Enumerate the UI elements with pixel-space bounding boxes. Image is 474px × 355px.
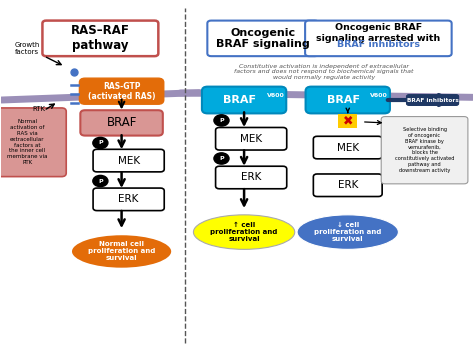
Text: P: P (219, 156, 224, 161)
Text: ERK: ERK (337, 180, 358, 190)
Text: ↓ cell
proliferation and
survival: ↓ cell proliferation and survival (314, 222, 382, 242)
FancyBboxPatch shape (216, 127, 287, 150)
Text: P: P (98, 179, 103, 184)
Text: BRAF inhibitors: BRAF inhibitors (407, 98, 458, 103)
Text: BRAF: BRAF (327, 95, 360, 105)
Circle shape (214, 115, 229, 126)
Text: ERK: ERK (118, 194, 139, 204)
FancyBboxPatch shape (93, 149, 164, 172)
FancyBboxPatch shape (0, 108, 66, 177)
Text: BRAF inhibitors: BRAF inhibitors (337, 40, 420, 49)
FancyBboxPatch shape (381, 116, 468, 184)
Text: Oncogenic BRAF
signaling arrested with: Oncogenic BRAF signaling arrested with (316, 23, 440, 43)
Text: ✖: ✖ (343, 115, 353, 128)
Text: Normal cell
proliferation and
survival: Normal cell proliferation and survival (88, 241, 155, 262)
FancyBboxPatch shape (313, 136, 382, 159)
Text: ↑ cell
proliferation and
survival: ↑ cell proliferation and survival (210, 222, 278, 242)
Circle shape (214, 153, 229, 164)
Circle shape (93, 137, 108, 149)
Text: P: P (219, 118, 224, 123)
Text: Oncogenic
BRAF signaling: Oncogenic BRAF signaling (216, 28, 310, 49)
Text: ERK: ERK (241, 173, 261, 182)
Ellipse shape (297, 215, 399, 249)
FancyBboxPatch shape (306, 87, 390, 113)
Ellipse shape (71, 234, 172, 269)
FancyBboxPatch shape (93, 188, 164, 211)
Text: RTK: RTK (33, 106, 46, 112)
FancyBboxPatch shape (313, 174, 382, 197)
FancyBboxPatch shape (81, 110, 163, 136)
Text: MEK: MEK (118, 155, 140, 165)
Circle shape (93, 175, 108, 187)
Text: MEK: MEK (240, 134, 262, 144)
Text: BRAF: BRAF (223, 95, 256, 105)
Text: MEK: MEK (337, 143, 359, 153)
Text: V600: V600 (267, 93, 284, 98)
FancyBboxPatch shape (407, 95, 458, 105)
Text: BRAF: BRAF (106, 116, 137, 130)
Text: RAS–RAF
pathway: RAS–RAF pathway (71, 24, 130, 53)
Ellipse shape (193, 215, 295, 249)
Text: Selective binding
of oncogenic
BRAF kinase by
vemurafenib,
blocks the
constituti: Selective binding of oncogenic BRAF kina… (395, 127, 454, 173)
FancyBboxPatch shape (43, 21, 158, 56)
FancyBboxPatch shape (80, 78, 164, 104)
Text: Growth
factors: Growth factors (15, 43, 40, 55)
Text: RAS-GTP
(activated RAS): RAS-GTP (activated RAS) (88, 82, 155, 101)
FancyBboxPatch shape (207, 21, 319, 56)
FancyBboxPatch shape (216, 166, 287, 189)
Text: Constitutive activation is independent of extracellular
factors and does not res: Constitutive activation is independent o… (235, 64, 414, 80)
Text: Normal
activation of
RAS via
extracellular
factors at
the inner cell
membrane vi: Normal activation of RAS via extracellul… (7, 120, 47, 165)
FancyBboxPatch shape (202, 87, 286, 113)
Text: P: P (98, 141, 103, 146)
FancyBboxPatch shape (305, 21, 452, 56)
Text: V600: V600 (370, 93, 388, 98)
